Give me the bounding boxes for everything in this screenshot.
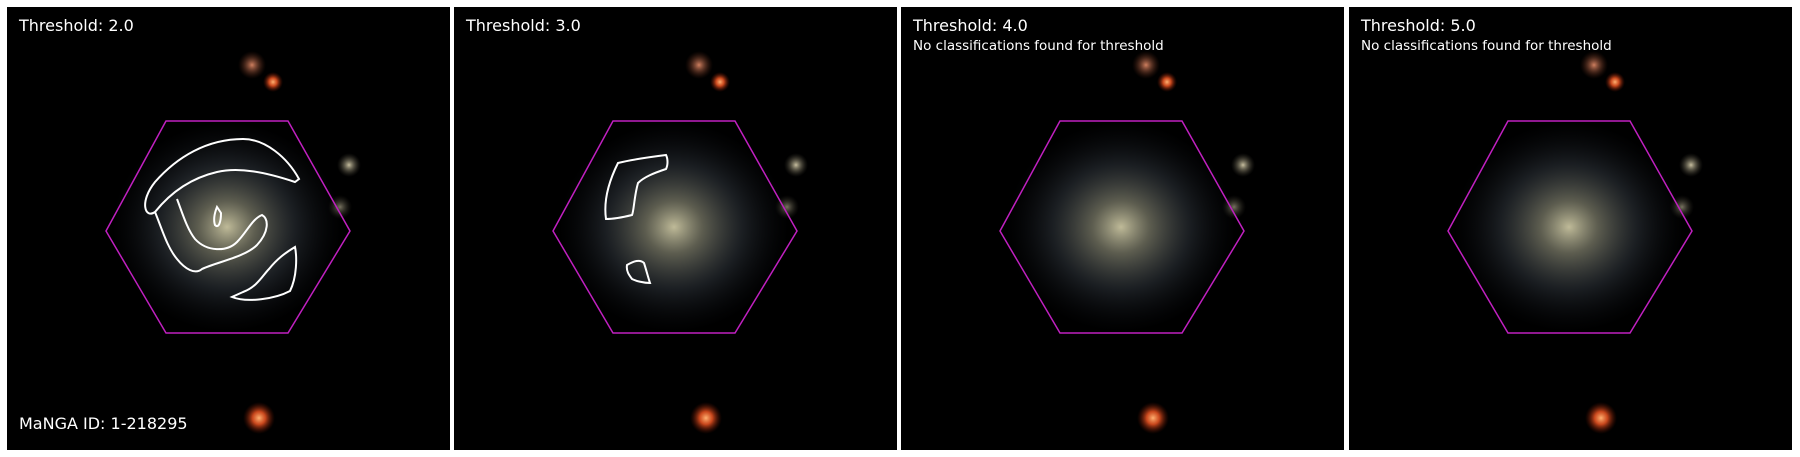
star: [1580, 51, 1608, 79]
galaxy-glow: [112, 122, 342, 332]
no-classification-note: No classifications found for threshold: [913, 38, 1164, 54]
ifu-hexagon: [999, 120, 1245, 334]
star: [710, 72, 730, 92]
panel-title: Threshold: 2.0: [19, 16, 134, 35]
contour-overlay: [144, 137, 301, 301]
image-panel-threshold-3: Threshold: 3.0: [454, 7, 897, 450]
galaxy-image: [901, 7, 1344, 450]
contour-overlay: [604, 153, 669, 285]
no-classification-note: No classifications found for threshold: [1361, 38, 1612, 54]
ifu-hexagon: [105, 120, 351, 334]
image-panel-threshold-4: Threshold: 4.0 No classifications found …: [901, 7, 1344, 450]
ifu-hexagon: [552, 120, 798, 334]
panel-title: Threshold: 3.0: [466, 16, 581, 35]
contour-outline: [154, 198, 268, 273]
star: [238, 51, 266, 79]
contour-outline: [144, 137, 301, 215]
star: [775, 195, 799, 219]
panel-title: Threshold: 4.0: [913, 16, 1028, 35]
star: [1132, 51, 1160, 79]
star: [784, 153, 808, 177]
contour-outline: [213, 204, 223, 227]
star: [243, 402, 275, 434]
star: [1679, 153, 1703, 177]
contour-outline: [604, 153, 669, 221]
galaxy-glow: [559, 122, 789, 332]
contour-outline: [625, 259, 652, 285]
star: [1231, 153, 1255, 177]
galaxy-image: [1349, 7, 1792, 450]
contour-outline: [229, 245, 298, 301]
galaxy-glow: [1454, 122, 1684, 332]
image-panel-threshold-5: Threshold: 5.0 No classifications found …: [1349, 7, 1792, 450]
star: [685, 51, 713, 79]
manga-id-label: MaNGA ID: 1-218295: [19, 414, 188, 433]
galaxy-glow: [1006, 122, 1236, 332]
star: [1585, 402, 1617, 434]
ifu-hexagon: [1447, 120, 1693, 334]
star: [263, 72, 283, 92]
galaxy-image: [7, 7, 450, 450]
galaxy-image: [454, 7, 897, 450]
panel-title: Threshold: 5.0: [1361, 16, 1476, 35]
star: [690, 402, 722, 434]
star: [1137, 402, 1169, 434]
image-panel-threshold-2: Threshold: 2.0 MaNGA ID: 1-218295: [7, 7, 450, 450]
star: [1605, 72, 1625, 92]
star: [337, 153, 361, 177]
star: [1157, 72, 1177, 92]
star: [1670, 195, 1694, 219]
star: [1222, 195, 1246, 219]
star: [328, 195, 352, 219]
